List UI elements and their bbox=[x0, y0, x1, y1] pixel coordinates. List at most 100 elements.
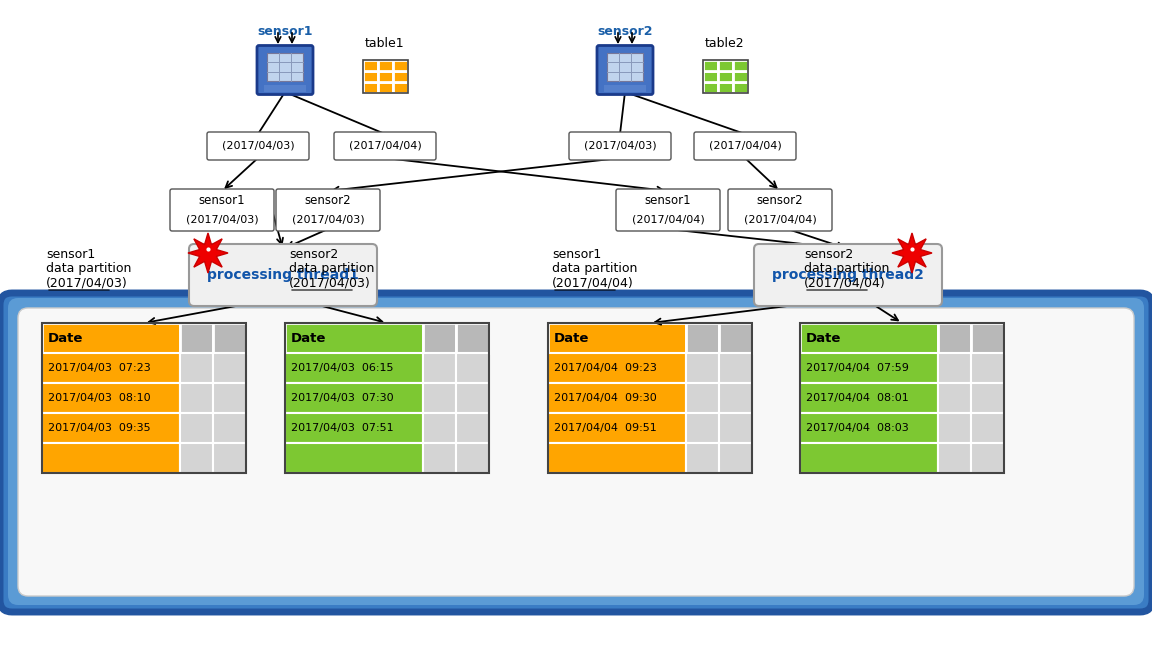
Bar bbox=[548, 443, 685, 473]
Bar bbox=[423, 413, 456, 443]
Bar bbox=[285, 323, 488, 473]
Bar bbox=[718, 82, 733, 93]
Bar bbox=[703, 71, 718, 82]
Text: sensor1: sensor1 bbox=[198, 194, 245, 207]
Bar bbox=[719, 413, 752, 443]
Text: 2017/04/04  09:51: 2017/04/04 09:51 bbox=[554, 423, 657, 433]
Text: Date: Date bbox=[291, 332, 326, 345]
Bar bbox=[41, 383, 180, 413]
Text: (2017/04/04): (2017/04/04) bbox=[708, 141, 781, 151]
Bar bbox=[423, 353, 456, 383]
Bar bbox=[41, 353, 180, 383]
Bar bbox=[719, 323, 752, 353]
Bar bbox=[971, 353, 1005, 383]
Bar bbox=[799, 443, 938, 473]
FancyBboxPatch shape bbox=[18, 308, 1134, 596]
Bar bbox=[213, 443, 247, 473]
Text: data partition: data partition bbox=[552, 262, 637, 275]
Text: 2017/04/03  09:35: 2017/04/03 09:35 bbox=[48, 423, 151, 433]
Bar bbox=[719, 383, 752, 413]
Bar bbox=[378, 71, 393, 82]
Text: sensor1: sensor1 bbox=[552, 248, 601, 261]
FancyBboxPatch shape bbox=[0, 293, 1152, 612]
Bar bbox=[718, 71, 733, 82]
Text: data partition: data partition bbox=[289, 262, 374, 275]
Bar bbox=[799, 383, 938, 413]
Bar bbox=[285, 323, 423, 353]
Text: Date: Date bbox=[554, 332, 590, 345]
Bar bbox=[456, 413, 488, 443]
Bar bbox=[607, 53, 643, 81]
FancyBboxPatch shape bbox=[694, 132, 796, 160]
Bar bbox=[799, 353, 938, 383]
Text: 2017/04/03  06:15: 2017/04/03 06:15 bbox=[291, 363, 394, 373]
Text: 2017/04/03  07:30: 2017/04/03 07:30 bbox=[291, 393, 394, 403]
FancyBboxPatch shape bbox=[597, 45, 653, 95]
FancyBboxPatch shape bbox=[616, 189, 720, 231]
Bar bbox=[938, 383, 971, 413]
Text: sensor2: sensor2 bbox=[289, 248, 339, 261]
Bar bbox=[719, 443, 752, 473]
Bar bbox=[604, 84, 646, 91]
Bar bbox=[267, 53, 303, 81]
Bar bbox=[718, 60, 733, 71]
Text: 2017/04/03  07:23: 2017/04/03 07:23 bbox=[48, 363, 151, 373]
Bar bbox=[285, 443, 423, 473]
Bar bbox=[938, 353, 971, 383]
Text: 2017/04/04  08:01: 2017/04/04 08:01 bbox=[806, 393, 909, 403]
FancyBboxPatch shape bbox=[755, 244, 942, 306]
Bar bbox=[456, 443, 488, 473]
Bar bbox=[548, 413, 685, 443]
Text: (2017/04/03): (2017/04/03) bbox=[291, 214, 364, 224]
Bar bbox=[41, 443, 180, 473]
Text: data partition: data partition bbox=[804, 262, 889, 275]
Bar bbox=[180, 323, 213, 353]
Bar bbox=[685, 413, 719, 443]
Bar bbox=[213, 353, 247, 383]
Bar bbox=[733, 60, 748, 71]
Bar bbox=[685, 383, 719, 413]
Bar bbox=[938, 413, 971, 443]
Bar bbox=[799, 323, 938, 353]
Bar bbox=[180, 413, 213, 443]
Bar bbox=[41, 413, 180, 443]
Text: table1: table1 bbox=[365, 37, 404, 50]
Bar bbox=[180, 383, 213, 413]
Bar bbox=[213, 413, 247, 443]
Bar bbox=[456, 353, 488, 383]
Text: (2017/04/03): (2017/04/03) bbox=[584, 141, 657, 151]
Text: (2017/04/04): (2017/04/04) bbox=[804, 277, 886, 290]
Bar bbox=[456, 383, 488, 413]
Text: sensor1: sensor1 bbox=[46, 248, 96, 261]
Bar bbox=[264, 84, 306, 91]
Text: sensor1: sensor1 bbox=[257, 25, 312, 38]
Polygon shape bbox=[188, 233, 228, 273]
Text: processing thread2: processing thread2 bbox=[772, 268, 924, 282]
Text: Date: Date bbox=[48, 332, 83, 345]
Bar bbox=[393, 71, 408, 82]
FancyBboxPatch shape bbox=[569, 132, 670, 160]
Bar bbox=[733, 71, 748, 82]
Bar bbox=[363, 71, 378, 82]
Bar bbox=[685, 443, 719, 473]
Bar bbox=[799, 323, 1005, 473]
Bar bbox=[285, 353, 423, 383]
Text: sensor1: sensor1 bbox=[645, 194, 691, 207]
Bar bbox=[363, 60, 408, 93]
Polygon shape bbox=[892, 233, 932, 273]
Bar bbox=[733, 82, 748, 93]
Bar bbox=[971, 413, 1005, 443]
Text: (2017/04/03): (2017/04/03) bbox=[46, 277, 128, 290]
Text: (2017/04/04): (2017/04/04) bbox=[552, 277, 634, 290]
Text: (2017/04/03): (2017/04/03) bbox=[185, 214, 258, 224]
Bar bbox=[423, 443, 456, 473]
Bar bbox=[285, 383, 423, 413]
FancyBboxPatch shape bbox=[276, 189, 380, 231]
Text: (2017/04/04): (2017/04/04) bbox=[631, 214, 704, 224]
Text: Date: Date bbox=[806, 332, 841, 345]
Bar bbox=[393, 82, 408, 93]
Text: 2017/04/03  07:51: 2017/04/03 07:51 bbox=[291, 423, 394, 433]
Text: 2017/04/04  09:23: 2017/04/04 09:23 bbox=[554, 363, 657, 373]
FancyBboxPatch shape bbox=[728, 189, 832, 231]
Bar bbox=[685, 353, 719, 383]
